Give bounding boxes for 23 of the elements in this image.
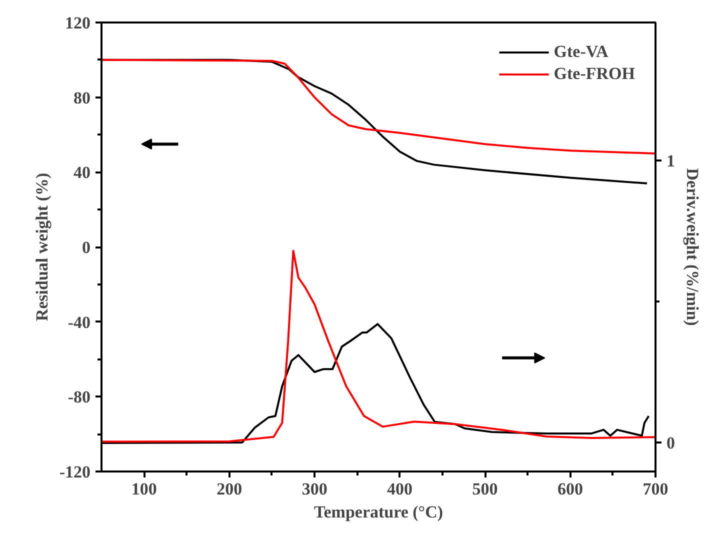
x-tick-label: 100 <box>131 480 157 498</box>
y2-tick-label: 1 <box>666 152 675 171</box>
x-tick-label: 700 <box>642 480 668 498</box>
y2-tick-label: 0 <box>666 433 675 452</box>
y-tick-label: -120 <box>59 462 91 482</box>
x-tick-label: 200 <box>216 480 242 498</box>
y-tick-label: -40 <box>68 312 91 332</box>
x-tick-label: 500 <box>472 480 498 498</box>
y-tick-label: -80 <box>68 388 91 407</box>
y-tick-label: 40 <box>74 163 90 182</box>
y-axis-title: Residual weight (%) <box>32 172 52 322</box>
y-tick-label: 0 <box>82 238 90 257</box>
x-tick-label: 600 <box>558 480 584 498</box>
x-axis-title: Temperature (°C) <box>314 502 444 522</box>
line-series <box>102 250 656 443</box>
legend-label: Gte-FROH <box>554 64 635 84</box>
legend-label: Gte-VA <box>554 42 608 62</box>
x-tick-label: 400 <box>387 480 413 498</box>
y2-axis-title: Deriv.weight (%/min) <box>683 168 702 326</box>
x-tick-label: 300 <box>302 480 328 498</box>
line-series <box>102 58 656 154</box>
y-tick-label: 80 <box>74 88 90 108</box>
y-tick-label: 120 <box>65 14 90 32</box>
